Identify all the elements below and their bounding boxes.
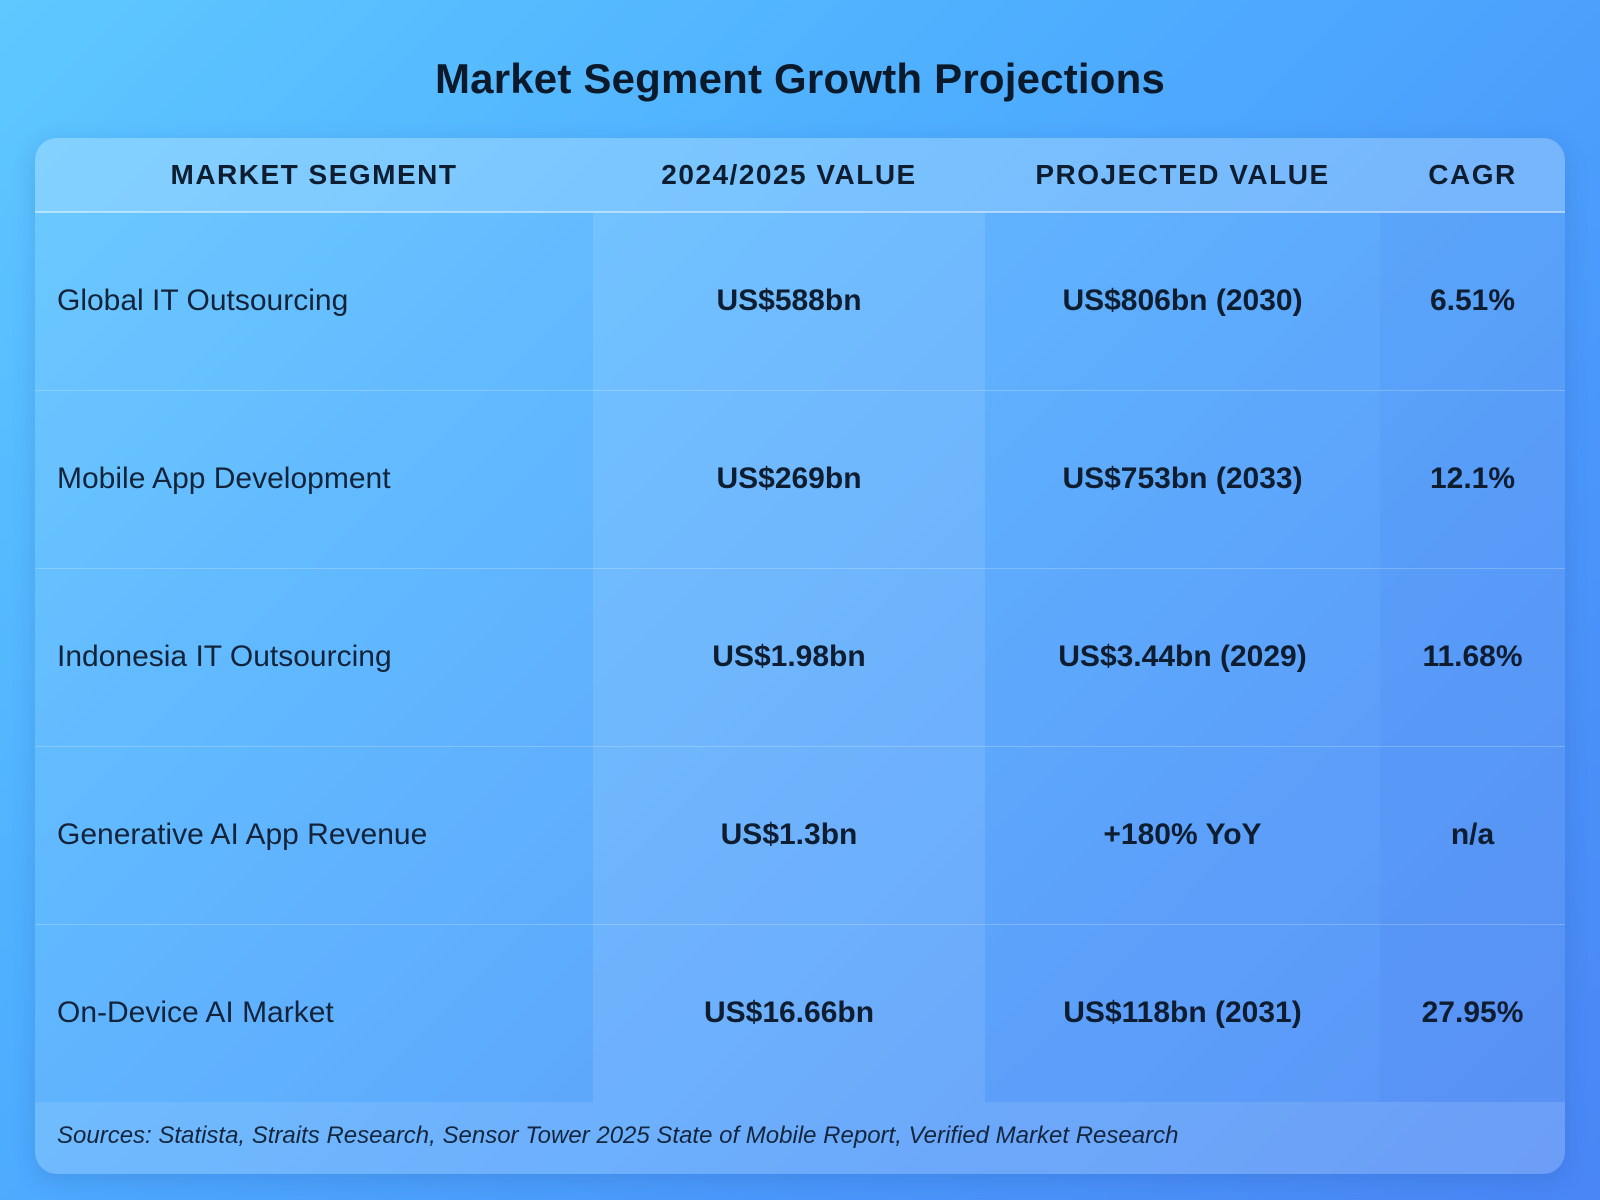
table-row: Indonesia IT Outsourcing US$1.98bn US$3.… — [35, 568, 1565, 746]
current-value: US$16.66bn — [593, 924, 985, 1102]
sources-text: Sources: Statista, Straits Research, Sen… — [57, 1122, 1179, 1149]
table-row: Mobile App Development US$269bn US$753bn… — [35, 390, 1565, 568]
segment-name: On-Device AI Market — [57, 996, 334, 1030]
projected-value: +180% YoY — [1103, 818, 1262, 851]
projected-value: US$806bn (2030) — [1062, 284, 1303, 318]
current-value: US$1.98bn — [593, 568, 985, 746]
cagr-value: 27.95% — [1380, 924, 1565, 1102]
table-panel: MARKET SEGMENT 2024/2025 VALUE PROJECTED… — [35, 138, 1565, 1174]
table-row: Generative AI App Revenue US$1.3bn +180%… — [35, 746, 1565, 924]
cagr-value: 6.51% — [1380, 212, 1565, 390]
projected-value: US$753bn (2033) — [1062, 462, 1303, 495]
cagr-value: n/a — [1380, 746, 1565, 924]
column-header-projected-value: PROJECTED VALUE — [985, 138, 1380, 213]
current-value: US$588bn — [593, 212, 985, 390]
segment-name: Global IT Outsourcing — [57, 284, 349, 318]
segment-name: Mobile App Development — [57, 462, 391, 495]
market-table: MARKET SEGMENT 2024/2025 VALUE PROJECTED… — [35, 138, 1565, 1102]
column-header-cagr: CAGR — [1380, 138, 1565, 213]
page-title: Market Segment Growth Projections — [434, 55, 1166, 102]
projected-value: US$3.44bn (2029) — [1058, 640, 1307, 673]
segment-name: Indonesia IT Outsourcing — [57, 640, 392, 673]
column-header-segment: MARKET SEGMENT — [35, 138, 593, 213]
table-row: Global IT Outsourcing US$588bn US$806bn … — [35, 212, 1565, 390]
table-header-row: MARKET SEGMENT 2024/2025 VALUE PROJECTED… — [35, 138, 1565, 213]
current-value: US$1.3bn — [593, 746, 985, 924]
table-row: On-Device AI Market US$16.66bn US$118bn … — [35, 924, 1565, 1102]
current-value: US$269bn — [593, 390, 985, 568]
sources-footer: Sources: Statista, Straits Research, Sen… — [35, 1102, 1565, 1174]
cagr-value: 11.68% — [1380, 568, 1565, 746]
projected-value: US$118bn (2031) — [1063, 996, 1302, 1030]
cagr-value: 12.1% — [1380, 390, 1565, 568]
segment-name: Generative AI App Revenue — [57, 818, 428, 851]
column-header-current-value: 2024/2025 VALUE — [593, 138, 985, 213]
